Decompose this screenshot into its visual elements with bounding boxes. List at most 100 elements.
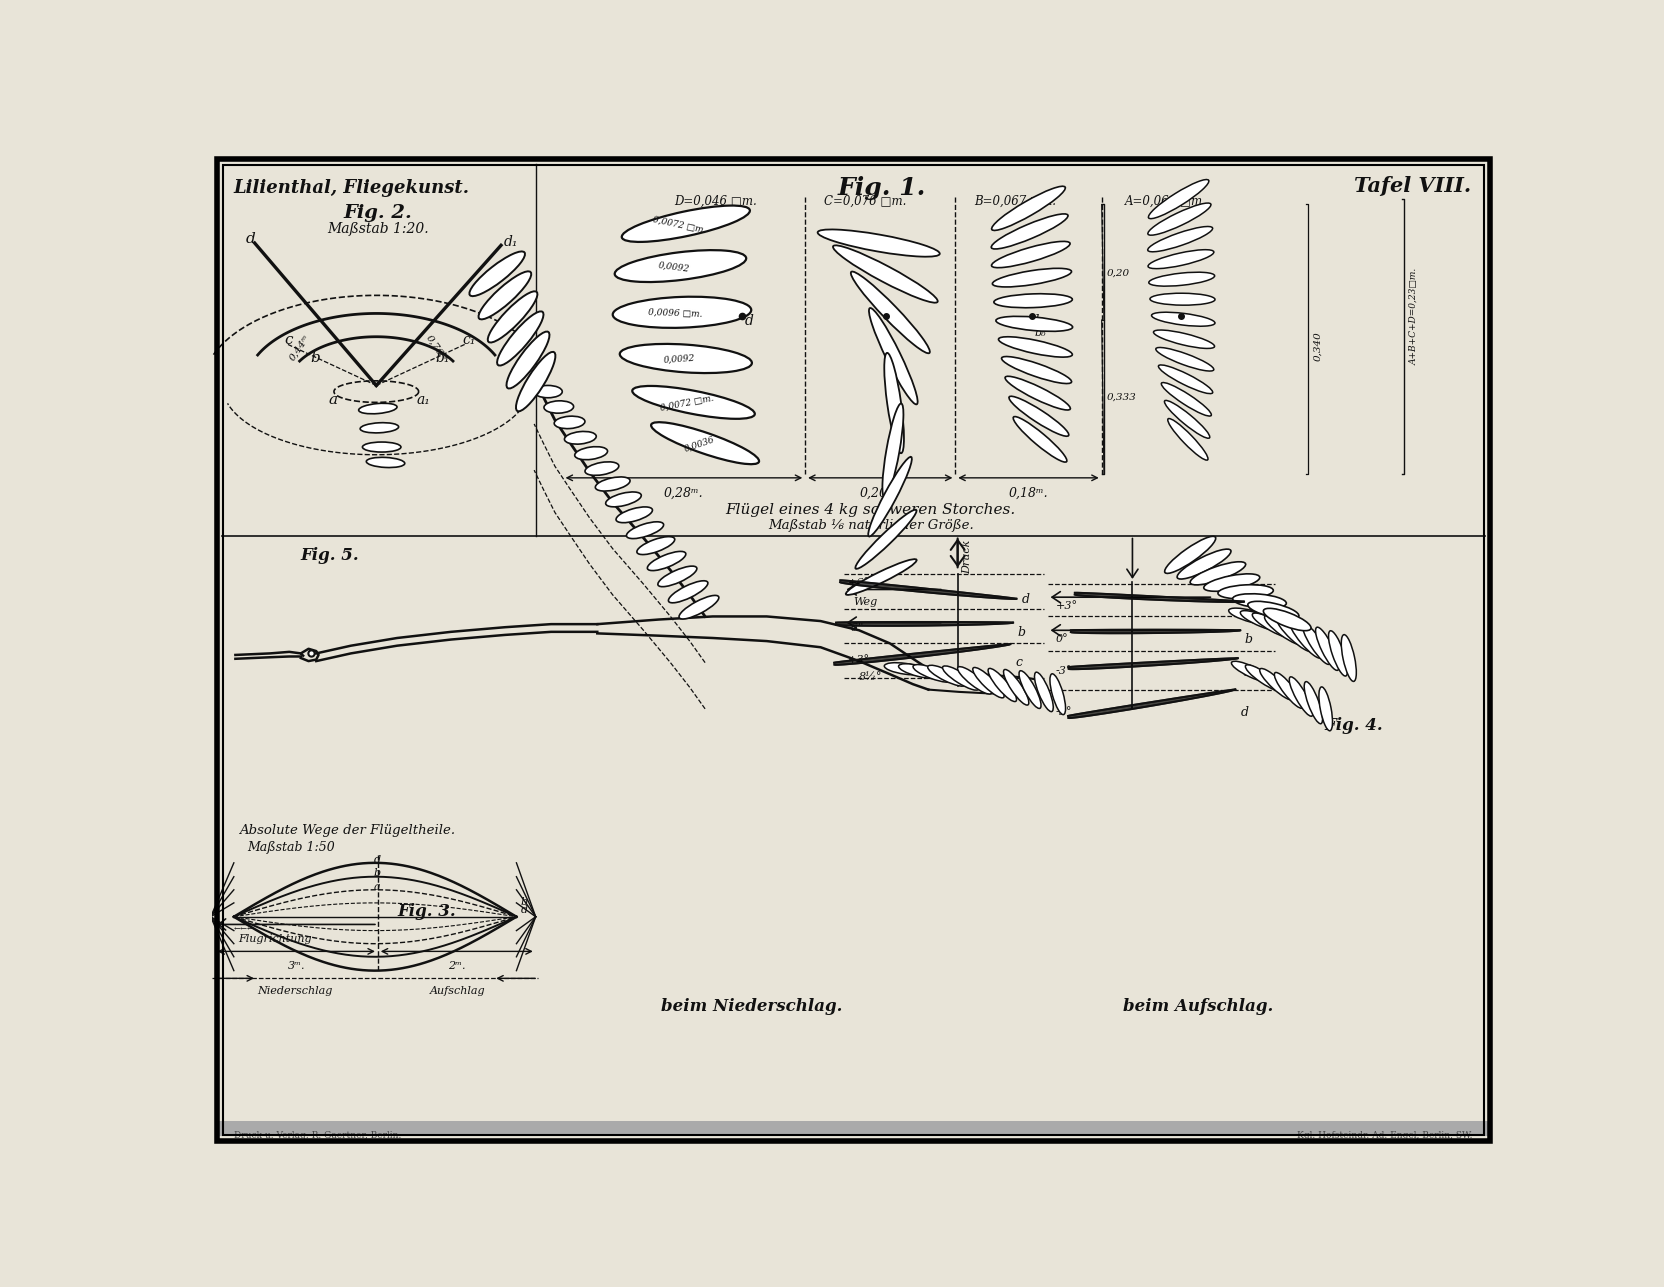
Text: d: d <box>245 232 255 246</box>
Text: a: a <box>328 393 338 407</box>
Ellipse shape <box>1155 347 1213 371</box>
Text: Flugrichtung: Flugrichtung <box>238 933 311 943</box>
Ellipse shape <box>637 537 674 555</box>
Text: Druck: Druck <box>962 539 972 574</box>
Ellipse shape <box>992 242 1070 268</box>
Text: 0,0072 □m.: 0,0072 □m. <box>651 215 707 234</box>
Ellipse shape <box>359 422 398 432</box>
Text: c: c <box>1241 665 1248 678</box>
Ellipse shape <box>1276 618 1311 651</box>
Ellipse shape <box>1288 677 1313 717</box>
Polygon shape <box>835 622 1012 625</box>
Ellipse shape <box>1148 273 1215 286</box>
Text: b₁: b₁ <box>434 351 449 364</box>
Ellipse shape <box>1148 250 1213 269</box>
Text: Fig. 1.: Fig. 1. <box>837 176 925 199</box>
Text: 0,0092: 0,0092 <box>662 354 696 364</box>
Text: Kgl. Hofsteindr. Ad. Engel, Berlin, SW.: Kgl. Hofsteindr. Ad. Engel, Berlin, SW. <box>1296 1131 1473 1140</box>
Ellipse shape <box>534 385 562 398</box>
Text: b: b <box>519 897 527 907</box>
Text: 0,0036: 0,0036 <box>682 435 716 453</box>
Ellipse shape <box>596 477 629 492</box>
Ellipse shape <box>990 214 1067 248</box>
Text: Tafel VIII.: Tafel VIII. <box>1353 176 1471 196</box>
Polygon shape <box>1067 690 1235 718</box>
Ellipse shape <box>1203 574 1260 591</box>
Text: Maßstab 1:50: Maßstab 1:50 <box>246 842 334 855</box>
Ellipse shape <box>1166 418 1208 461</box>
Ellipse shape <box>1303 682 1321 723</box>
Ellipse shape <box>1033 672 1053 712</box>
Text: 0,333: 0,333 <box>1107 393 1137 402</box>
Ellipse shape <box>1231 593 1286 609</box>
Ellipse shape <box>1290 620 1321 658</box>
Ellipse shape <box>912 664 952 682</box>
Ellipse shape <box>679 596 719 619</box>
Ellipse shape <box>488 291 537 342</box>
Ellipse shape <box>647 551 686 570</box>
Ellipse shape <box>1013 417 1067 462</box>
Text: Fig. 3.: Fig. 3. <box>396 903 456 920</box>
Text: 0,76ᵐ: 0,76ᵐ <box>424 333 448 363</box>
Text: -6°: -6° <box>847 623 864 633</box>
Ellipse shape <box>884 663 925 674</box>
Text: c: c <box>1015 656 1022 669</box>
Ellipse shape <box>651 422 759 465</box>
Ellipse shape <box>612 297 750 328</box>
Ellipse shape <box>1341 634 1356 681</box>
Polygon shape <box>834 644 1010 665</box>
Ellipse shape <box>1008 396 1068 436</box>
Ellipse shape <box>1251 613 1293 638</box>
Text: d: d <box>374 855 381 865</box>
Text: +6°: +6° <box>847 578 869 588</box>
Text: Fig. 4.: Fig. 4. <box>1323 717 1381 734</box>
Ellipse shape <box>869 308 917 404</box>
Text: 0,0096 □m.: 0,0096 □m. <box>647 308 702 318</box>
Text: b₀: b₀ <box>1033 328 1045 337</box>
Ellipse shape <box>363 441 401 452</box>
Text: D=0,046 □m.: D=0,046 □m. <box>674 194 757 207</box>
Ellipse shape <box>832 246 937 302</box>
Text: d₁: d₁ <box>503 234 518 248</box>
Text: c: c <box>889 314 895 328</box>
Text: Maßstab ⅙ natürlicher Größe.: Maßstab ⅙ natürlicher Größe. <box>767 519 973 532</box>
Ellipse shape <box>817 229 938 256</box>
Ellipse shape <box>554 416 584 429</box>
Ellipse shape <box>992 268 1072 287</box>
Text: +3°: +3° <box>847 655 869 665</box>
Text: Aufschlag: Aufschlag <box>429 986 486 996</box>
Text: d: d <box>519 905 527 915</box>
Ellipse shape <box>584 462 619 475</box>
Text: -3°: -3° <box>1055 667 1072 677</box>
Ellipse shape <box>614 250 745 282</box>
Ellipse shape <box>1146 203 1210 236</box>
Text: d: d <box>1022 592 1028 606</box>
Ellipse shape <box>1246 601 1298 619</box>
Text: C=0,076 □m.: C=0,076 □m. <box>824 194 907 207</box>
Ellipse shape <box>1260 668 1293 700</box>
Ellipse shape <box>632 386 754 418</box>
Polygon shape <box>840 580 1015 598</box>
Text: d: d <box>1240 705 1248 718</box>
Bar <box>218 1121 1488 1136</box>
Text: Druck u. Verlag: R. Gaertner, Berlin.: Druck u. Verlag: R. Gaertner, Berlin. <box>233 1131 401 1140</box>
Text: 0,44ᵐ: 0,44ᵐ <box>288 333 311 363</box>
Ellipse shape <box>667 580 707 602</box>
Text: Absolute Wege der Flügeltheile.: Absolute Wege der Flügeltheile. <box>240 825 454 838</box>
Text: Flügel eines 4 kg schweren Storches.: Flügel eines 4 kg schweren Storches. <box>726 503 1015 517</box>
Text: 0,18ᵐ.: 0,18ᵐ. <box>1008 486 1048 501</box>
Text: a: a <box>1183 314 1191 328</box>
Ellipse shape <box>1163 400 1210 439</box>
Text: c₁: c₁ <box>463 333 476 347</box>
Ellipse shape <box>1301 624 1330 664</box>
Ellipse shape <box>1163 537 1215 574</box>
Text: a₁: a₁ <box>416 393 429 407</box>
Text: +3°: +3° <box>1055 601 1077 611</box>
Text: beim Niederschlag.: beim Niederschlag. <box>661 997 842 1014</box>
Ellipse shape <box>998 337 1072 356</box>
Ellipse shape <box>657 566 697 587</box>
Ellipse shape <box>1263 615 1303 645</box>
Ellipse shape <box>366 457 404 467</box>
Text: Fig. 5.: Fig. 5. <box>301 547 359 564</box>
Polygon shape <box>1073 593 1243 602</box>
